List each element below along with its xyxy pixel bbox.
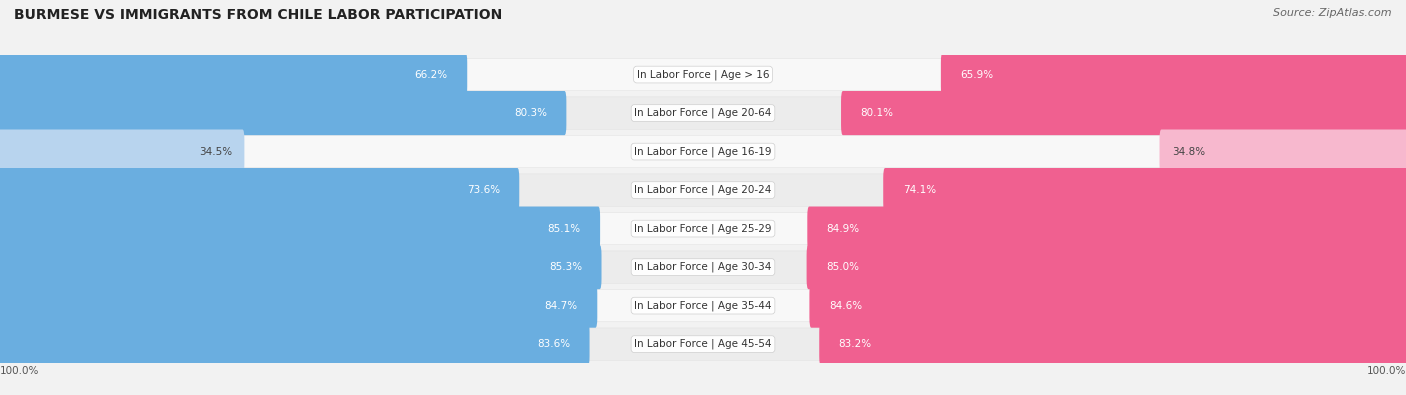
Text: In Labor Force | Age 35-44: In Labor Force | Age 35-44 xyxy=(634,300,772,311)
FancyBboxPatch shape xyxy=(820,322,1406,366)
FancyBboxPatch shape xyxy=(0,328,1406,360)
Text: 100.0%: 100.0% xyxy=(1367,367,1406,376)
FancyBboxPatch shape xyxy=(941,53,1406,97)
FancyBboxPatch shape xyxy=(0,91,567,135)
FancyBboxPatch shape xyxy=(0,322,589,366)
Text: In Labor Force | Age 20-64: In Labor Force | Age 20-64 xyxy=(634,108,772,118)
Text: 65.9%: 65.9% xyxy=(960,70,994,79)
Text: 74.1%: 74.1% xyxy=(903,185,936,195)
Text: 34.8%: 34.8% xyxy=(1173,147,1205,156)
Text: Source: ZipAtlas.com: Source: ZipAtlas.com xyxy=(1274,8,1392,18)
Text: In Labor Force | Age 30-34: In Labor Force | Age 30-34 xyxy=(634,262,772,273)
FancyBboxPatch shape xyxy=(0,290,1406,322)
Text: 100.0%: 100.0% xyxy=(0,367,39,376)
FancyBboxPatch shape xyxy=(0,135,1406,168)
FancyBboxPatch shape xyxy=(0,213,1406,245)
FancyBboxPatch shape xyxy=(1160,130,1406,174)
Text: 34.5%: 34.5% xyxy=(198,147,232,156)
FancyBboxPatch shape xyxy=(0,245,602,289)
FancyBboxPatch shape xyxy=(0,97,1406,129)
Text: 80.1%: 80.1% xyxy=(860,108,893,118)
Text: In Labor Force | Age 45-54: In Labor Force | Age 45-54 xyxy=(634,339,772,350)
FancyBboxPatch shape xyxy=(0,251,1406,283)
FancyBboxPatch shape xyxy=(0,58,1406,91)
Text: In Labor Force | Age 20-24: In Labor Force | Age 20-24 xyxy=(634,185,772,196)
Text: 66.2%: 66.2% xyxy=(415,70,449,79)
Text: 84.9%: 84.9% xyxy=(827,224,860,233)
Text: In Labor Force | Age 25-29: In Labor Force | Age 25-29 xyxy=(634,223,772,234)
FancyBboxPatch shape xyxy=(807,245,1406,289)
FancyBboxPatch shape xyxy=(810,284,1406,328)
Text: 83.2%: 83.2% xyxy=(838,339,872,349)
Text: In Labor Force | Age 16-19: In Labor Force | Age 16-19 xyxy=(634,146,772,157)
FancyBboxPatch shape xyxy=(0,174,1406,206)
FancyBboxPatch shape xyxy=(0,284,598,328)
FancyBboxPatch shape xyxy=(883,168,1406,212)
Text: 80.3%: 80.3% xyxy=(515,108,547,118)
Text: 73.6%: 73.6% xyxy=(467,185,501,195)
Text: In Labor Force | Age > 16: In Labor Force | Age > 16 xyxy=(637,69,769,80)
FancyBboxPatch shape xyxy=(0,130,245,174)
Text: 83.6%: 83.6% xyxy=(537,339,571,349)
Text: 85.0%: 85.0% xyxy=(827,262,859,272)
Text: 84.7%: 84.7% xyxy=(544,301,578,310)
FancyBboxPatch shape xyxy=(0,53,467,97)
Text: BURMESE VS IMMIGRANTS FROM CHILE LABOR PARTICIPATION: BURMESE VS IMMIGRANTS FROM CHILE LABOR P… xyxy=(14,8,502,22)
Legend: Burmese, Immigrants from Chile: Burmese, Immigrants from Chile xyxy=(569,389,837,395)
FancyBboxPatch shape xyxy=(841,91,1406,135)
FancyBboxPatch shape xyxy=(807,207,1406,251)
Text: 85.3%: 85.3% xyxy=(548,262,582,272)
FancyBboxPatch shape xyxy=(0,207,600,251)
Text: 85.1%: 85.1% xyxy=(547,224,581,233)
Text: 84.6%: 84.6% xyxy=(830,301,862,310)
FancyBboxPatch shape xyxy=(0,168,519,212)
